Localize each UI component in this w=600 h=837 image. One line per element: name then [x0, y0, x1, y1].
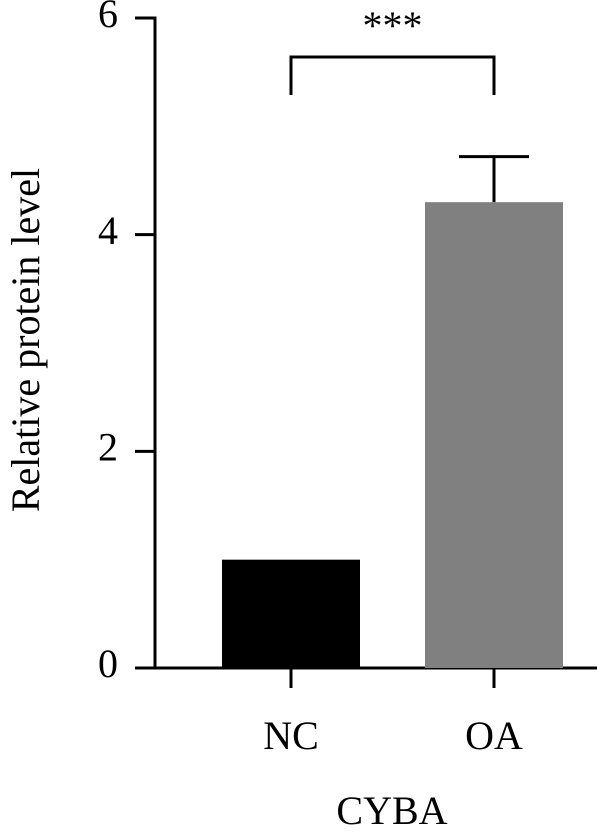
y-tick-label: 6: [98, 0, 118, 36]
x-tick-label: NC: [263, 713, 319, 758]
x-tick-label: OA: [465, 713, 523, 758]
y-axis-label: Relative protein level: [3, 168, 48, 512]
bar: [425, 202, 563, 668]
error-bar: [459, 155, 529, 203]
y-tick-label: 4: [98, 208, 118, 253]
significance-bracket: [289, 55, 496, 95]
significance-label: ***: [363, 3, 423, 48]
bar: [222, 559, 360, 668]
y-tick-label: 0: [98, 641, 118, 686]
x-axis-label: CYBA: [336, 788, 447, 833]
y-tick-label: 2: [98, 425, 118, 470]
